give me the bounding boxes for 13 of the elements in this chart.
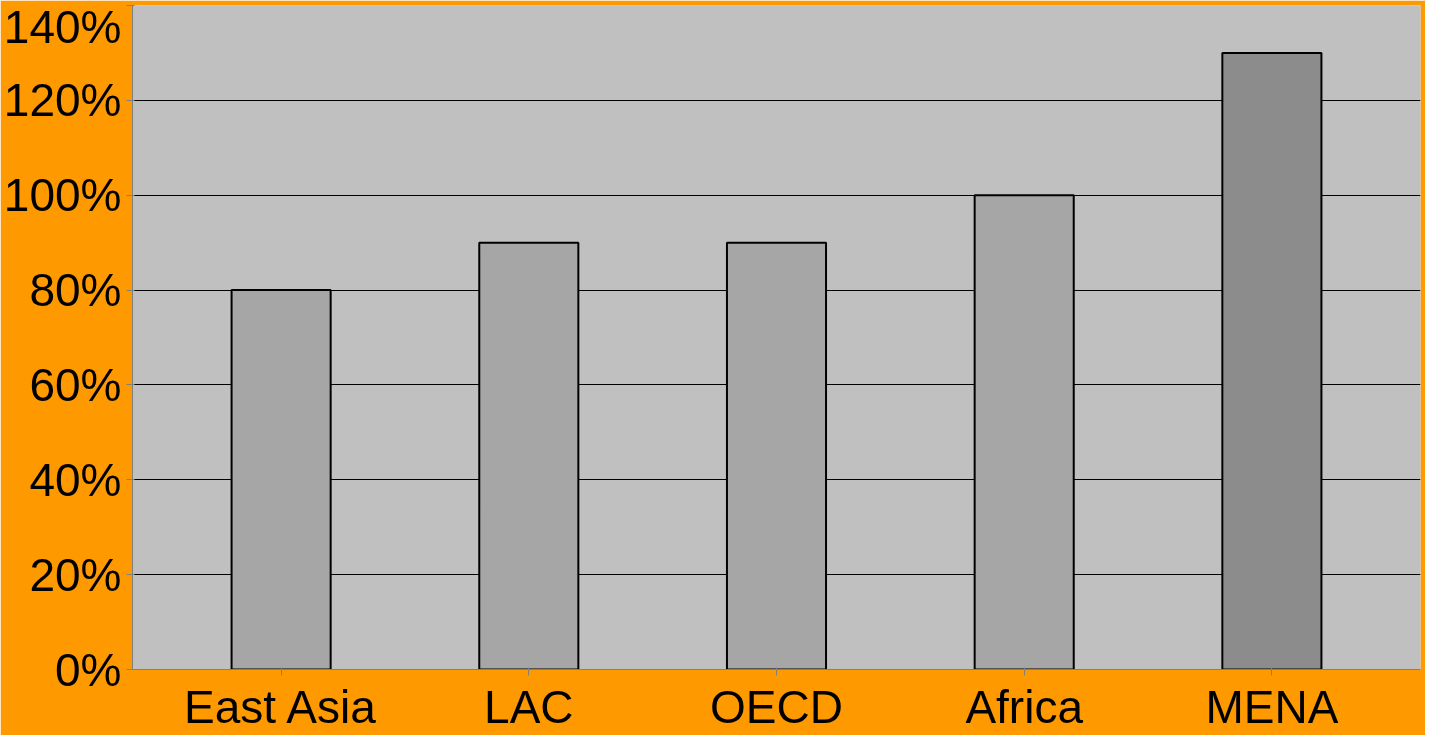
x-tick-label: MENA	[1205, 680, 1339, 733]
y-tick-label: 20%	[29, 548, 122, 601]
x-tick-label: Africa	[965, 680, 1084, 733]
y-tick-label: 80%	[29, 264, 122, 317]
x-tick-label: LAC	[484, 680, 574, 733]
x-tick-label: OECD	[710, 680, 843, 733]
y-tick-label: 40%	[29, 453, 122, 506]
y-tick-label: 0%	[55, 643, 122, 696]
y-tick-label: 100%	[3, 169, 122, 222]
x-tick-label: East Asia	[183, 680, 377, 733]
y-tick-label: 120%	[3, 74, 122, 127]
y-tick-label: 140%	[3, 0, 122, 53]
y-tick-label: 60%	[29, 358, 122, 411]
